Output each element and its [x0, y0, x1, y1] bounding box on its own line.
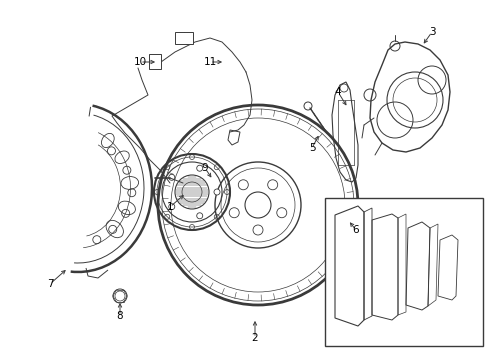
- Text: 5: 5: [308, 143, 315, 153]
- Text: 6: 6: [352, 225, 359, 235]
- Text: 2: 2: [251, 333, 258, 343]
- Bar: [325, 198, 482, 346]
- Bar: [175, 32, 193, 44]
- Circle shape: [196, 165, 203, 171]
- Text: 10: 10: [133, 57, 146, 67]
- Circle shape: [196, 213, 203, 219]
- Bar: [149, 54, 161, 69]
- Circle shape: [214, 189, 220, 195]
- Text: 7: 7: [46, 279, 53, 289]
- Text: 8: 8: [117, 311, 123, 321]
- Circle shape: [168, 204, 174, 210]
- Text: 9: 9: [201, 163, 208, 173]
- Text: 11: 11: [203, 57, 216, 67]
- Text: 4: 4: [334, 87, 341, 97]
- Text: 1: 1: [166, 202, 173, 212]
- Text: 3: 3: [428, 27, 434, 37]
- Circle shape: [168, 174, 174, 180]
